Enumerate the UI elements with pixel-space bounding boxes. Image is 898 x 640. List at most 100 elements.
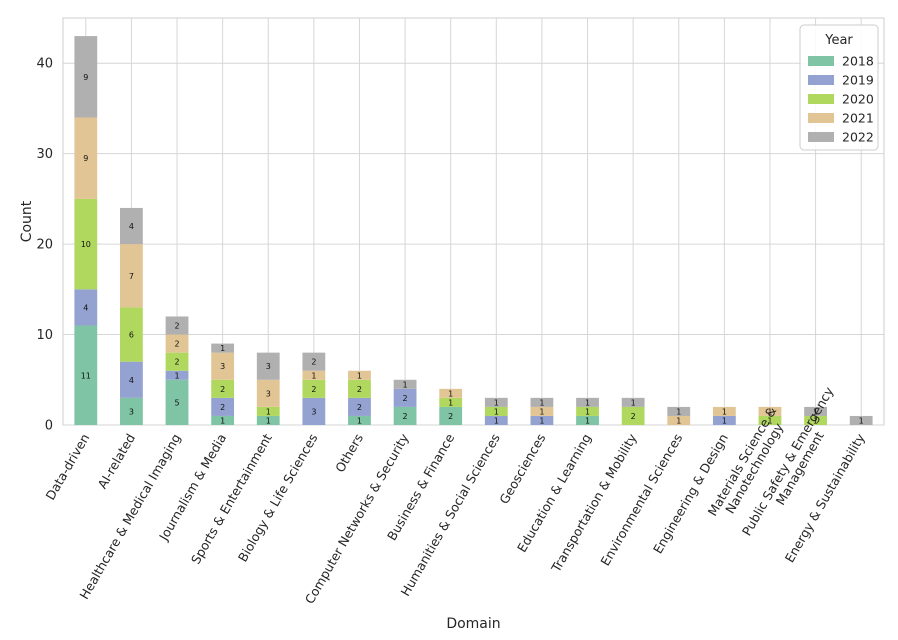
y-tick-label: 40 xyxy=(36,57,53,72)
bar-segment-2020 xyxy=(256,406,280,416)
bar-segment-2020 xyxy=(621,406,645,425)
bar-segment-2020 xyxy=(74,198,98,290)
bar-segment-2019 xyxy=(211,397,235,416)
bar-value-label: 1 xyxy=(494,416,499,425)
bar-segment-2018 xyxy=(576,415,599,425)
bar-segment-2020 xyxy=(576,406,599,416)
bar-segment-2019 xyxy=(165,370,189,380)
bar-segment-2022 xyxy=(621,397,645,407)
bar-segment-2020 xyxy=(165,352,189,371)
x-tick-label: Sports & Entertainment xyxy=(188,431,275,567)
y-tick-label: 10 xyxy=(36,328,53,343)
legend-swatch-2018 xyxy=(808,56,834,66)
bar-segment-2020 xyxy=(302,379,326,398)
bar-segment-2022 xyxy=(804,406,827,416)
bar-value-label: 1 xyxy=(859,416,864,425)
legend-label-2022: 2022 xyxy=(842,130,874,145)
bar-value-label: 1 xyxy=(448,389,453,398)
bars-layer xyxy=(74,36,873,425)
bar-segment-2022 xyxy=(530,397,554,407)
bar-value-label: 1 xyxy=(676,416,681,425)
bar-value-label: 2 xyxy=(403,394,408,403)
labels-layer: 1141099346745122212231113332121221221211… xyxy=(81,73,864,426)
bar-segment-2022 xyxy=(576,397,599,407)
bar-value-label: 1 xyxy=(220,416,225,425)
bar-value-label: 11 xyxy=(81,371,91,380)
bar-value-label: 3 xyxy=(311,407,316,416)
bar-value-label: 1 xyxy=(174,371,179,380)
bar-segment-2019 xyxy=(302,397,326,425)
bar-value-label: 3 xyxy=(129,407,134,416)
bar-value-label: 1 xyxy=(722,407,727,416)
bar-segment-2022 xyxy=(667,406,691,416)
bar-segment-2020 xyxy=(348,379,371,398)
bar-value-label: 1 xyxy=(767,407,772,416)
bar-segment-2020 xyxy=(211,379,235,398)
bar-segment-2018 xyxy=(74,325,98,425)
bar-value-label: 5 xyxy=(174,398,179,407)
bar-segment-2021 xyxy=(758,406,782,416)
bar-value-label: 1 xyxy=(585,407,590,416)
bar-segment-2020 xyxy=(120,307,143,362)
bar-value-label: 2 xyxy=(311,358,316,367)
bar-segment-2021 xyxy=(348,370,371,380)
bar-value-label: 1 xyxy=(357,416,362,425)
bar-segment-2021 xyxy=(667,415,691,425)
bar-value-label: 4 xyxy=(129,376,134,385)
bar-segment-2022 xyxy=(120,207,143,245)
bar-segment-2020 xyxy=(484,406,508,416)
legend-title: Year xyxy=(824,33,853,48)
bar-segment-2020 xyxy=(758,415,782,425)
bar-segment-2022 xyxy=(849,415,873,425)
x-tick-label: Environmental Sciences xyxy=(597,431,685,568)
grid-layer xyxy=(62,17,885,426)
legend-swatch-2019 xyxy=(808,75,834,85)
bar-value-label: 2 xyxy=(220,385,225,394)
bar-value-label: 1 xyxy=(311,371,316,380)
legend-label-2021: 2021 xyxy=(842,111,874,126)
bar-segment-2018 xyxy=(256,415,280,425)
bar-segment-2022 xyxy=(165,316,189,335)
bar-value-label: 4 xyxy=(83,303,88,312)
bar-value-label: 2 xyxy=(174,322,179,331)
bar-value-label: 1 xyxy=(631,398,636,407)
bar-segment-2018 xyxy=(439,406,463,425)
legend: Year 2018 2019 2020 2021 2022 xyxy=(799,24,879,151)
bar-value-label: 1 xyxy=(220,344,225,353)
bar-value-label: 1 xyxy=(722,416,727,425)
bar-value-label: 1 xyxy=(585,416,590,425)
bar-segment-2019 xyxy=(393,388,417,407)
bar-value-label: 1 xyxy=(494,407,499,416)
x-tick-label: Humanities & Social Sciences xyxy=(397,431,502,599)
bar-segment-2019 xyxy=(348,397,371,416)
y-tick-label: 20 xyxy=(36,238,53,253)
legend-label-2020: 2020 xyxy=(842,92,874,107)
legend-label-2018: 2018 xyxy=(842,54,874,69)
bar-segment-2021 xyxy=(302,370,326,380)
bar-segment-2022 xyxy=(256,352,280,380)
bar-value-label: 10 xyxy=(81,240,91,249)
legend-label-2019: 2019 xyxy=(842,73,874,88)
bar-value-label: 2 xyxy=(174,358,179,367)
bar-value-label: 2 xyxy=(631,412,636,421)
bar-value-label: 2 xyxy=(357,385,362,394)
bar-value-label: 2 xyxy=(311,385,316,394)
bar-value-label: 2 xyxy=(174,340,179,349)
bar-value-label: 1 xyxy=(676,407,681,416)
bar-segment-2021 xyxy=(120,244,143,308)
bar-value-label: 1 xyxy=(813,416,818,425)
bar-segment-2021 xyxy=(74,117,98,199)
bar-segment-2022 xyxy=(74,36,98,118)
bar-segment-2022 xyxy=(484,397,508,407)
bar-value-label: 1 xyxy=(266,416,271,425)
bar-value-label: 1 xyxy=(266,407,271,416)
x-tick-label: Biology & Life Sciences xyxy=(235,431,321,564)
bar-segment-2021 xyxy=(439,388,463,398)
bar-value-label: 1 xyxy=(448,398,453,407)
bar-segment-2018 xyxy=(165,379,189,425)
bar-value-label: 9 xyxy=(83,154,88,163)
bar-value-label: 3 xyxy=(220,362,225,371)
bar-value-label: 1 xyxy=(403,380,408,389)
bar-segment-2020 xyxy=(804,415,827,425)
